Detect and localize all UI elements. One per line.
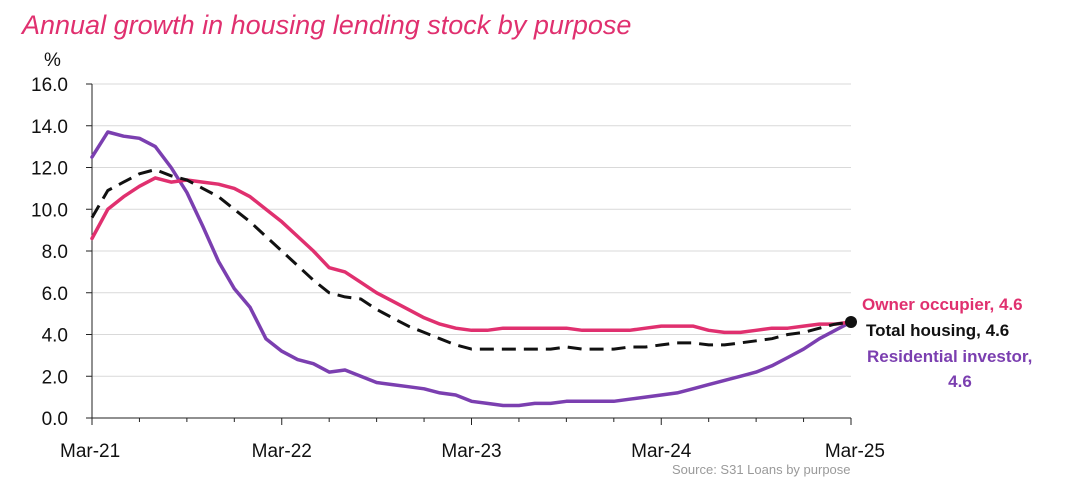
y-tick-label-3: 6.0 xyxy=(42,284,68,305)
y-tick-labels: 0.0 2.0 4.0 6.0 8.0 10.0 12.0 14.0 16.0 xyxy=(31,75,68,430)
y-tick-label-2: 4.0 xyxy=(42,326,68,347)
x-tick-label-1: Mar-22 xyxy=(252,441,312,462)
y-tick-label-8: 16.0 xyxy=(31,75,68,96)
series-label-total-housing: Total housing, 4.6 xyxy=(866,321,1009,340)
series-label-residential-investor: Residential investor, xyxy=(867,347,1032,366)
x-tick-label-3: Mar-24 xyxy=(631,441,692,462)
y-axis-unit-label: % xyxy=(44,50,61,71)
series-line-residential-investor xyxy=(90,130,853,408)
series-line-total-housing xyxy=(90,168,852,351)
y-tick-label-0: 0.0 xyxy=(42,409,68,430)
series-lines xyxy=(90,130,853,408)
x-tick-label-4: Mar-25 xyxy=(825,441,885,462)
series-end-labels: Owner occupier, 4.6 Total housing, 4.6 Res… xyxy=(862,295,1032,391)
end-point-marker xyxy=(845,315,857,328)
series-label-owner-occupier: Owner occupier, 4.6 xyxy=(862,295,1023,314)
y-tick-label-6: 12.0 xyxy=(31,159,68,180)
x-tick-label-2: Mar-23 xyxy=(441,441,501,462)
series-label-residential-investor-line2: 4.6 xyxy=(948,372,972,391)
x-tick-label-0: Mar-21 xyxy=(60,441,120,462)
y-tick-label-7: 14.0 xyxy=(31,117,68,138)
gridlines xyxy=(92,83,851,377)
source-note: Source: S31 Loans by purpose xyxy=(672,462,851,477)
series-line-owner-occupier xyxy=(90,176,853,335)
chart-title: Annual growth in housing lending stock b… xyxy=(22,10,632,40)
y-tick-label-1: 2.0 xyxy=(42,367,68,388)
x-tick-labels: Mar-21 Mar-22 Mar-23 Mar-24 Mar-25 xyxy=(60,441,885,462)
y-tick-label-5: 10.0 xyxy=(31,200,68,221)
end-point-dot xyxy=(845,315,857,328)
y-tick-label-4: 8.0 xyxy=(42,242,68,263)
axes xyxy=(86,83,852,425)
